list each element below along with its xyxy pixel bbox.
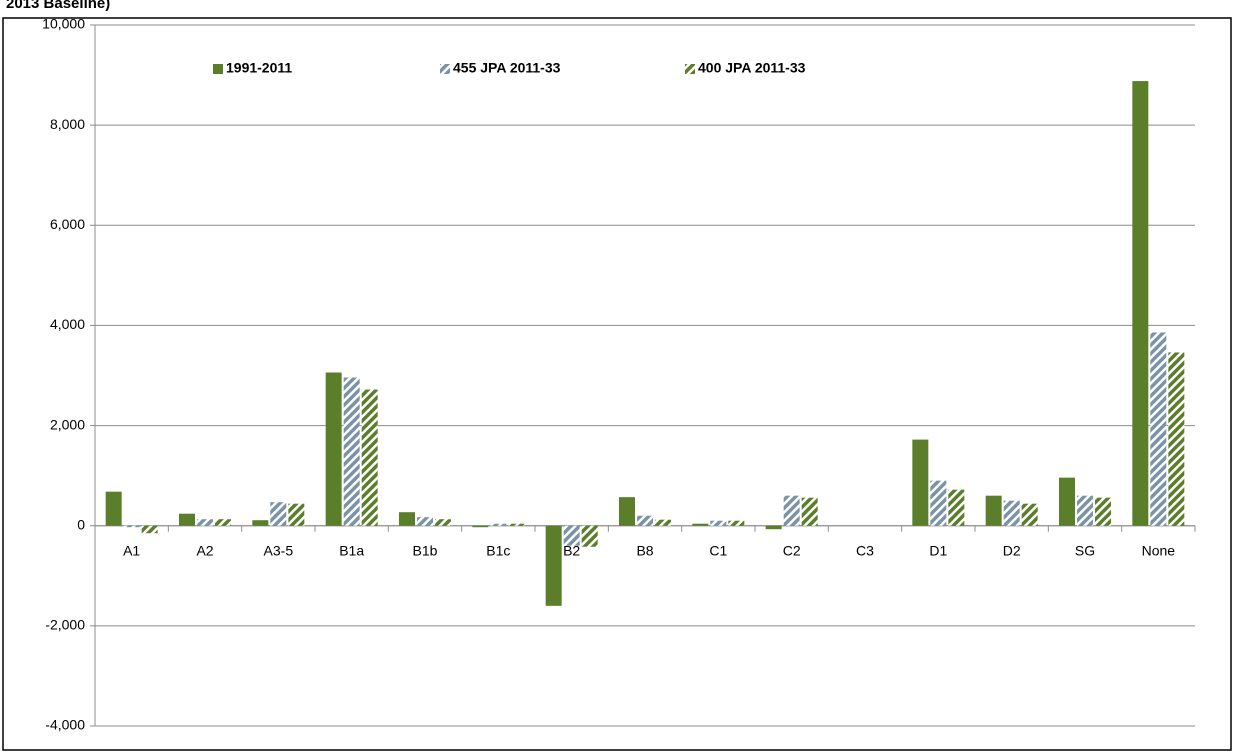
- bar: [801, 497, 818, 526]
- x-tick-label: B8: [636, 542, 653, 558]
- bar: [637, 515, 653, 526]
- bar: [1059, 477, 1075, 526]
- bar: [1095, 497, 1111, 526]
- bar: [655, 519, 671, 526]
- y-tick-label: -4,000: [45, 717, 85, 733]
- bar: [1021, 503, 1038, 526]
- legend-label: 455 JPA 2011-33: [453, 60, 561, 76]
- x-tick-label: A1: [123, 542, 140, 558]
- bar: [581, 525, 598, 547]
- bar: [1168, 352, 1185, 526]
- bar: [179, 513, 195, 526]
- bar: [472, 525, 489, 528]
- legend-label: 1991-2011: [226, 60, 292, 76]
- bar: [1150, 332, 1167, 526]
- x-tick-label: C2: [783, 542, 801, 558]
- y-tick-label: 0: [77, 516, 85, 532]
- x-tick-label: B1c: [486, 542, 510, 558]
- bar: [563, 525, 580, 546]
- bar: [288, 503, 305, 526]
- bar: [361, 389, 378, 526]
- bar: [215, 519, 231, 526]
- x-tick-label: B2: [563, 542, 580, 558]
- bar: [197, 519, 213, 526]
- x-tick-label: A2: [196, 542, 213, 558]
- y-tick-label: -2,000: [45, 617, 85, 633]
- y-tick-label: 2,000: [50, 416, 85, 432]
- x-tick-label: B1a: [339, 542, 364, 558]
- bar: [545, 525, 562, 606]
- bar: [105, 491, 122, 526]
- bar: [1132, 81, 1149, 526]
- legend-swatch: [213, 64, 223, 74]
- y-tick-label: 4,000: [50, 316, 85, 332]
- bar: [141, 525, 158, 534]
- bar: [985, 495, 1002, 526]
- bar: [765, 525, 782, 530]
- x-tick-label: A3-5: [264, 542, 294, 558]
- legend-label: 400 JPA 2011-33: [698, 60, 806, 76]
- bar: [912, 439, 929, 526]
- bar: [783, 495, 800, 526]
- bar: [325, 372, 342, 526]
- x-tick-label: SG: [1075, 542, 1095, 558]
- bar: [948, 489, 965, 526]
- bar: [417, 517, 433, 526]
- bar: [692, 523, 709, 526]
- legend-swatch: [685, 64, 695, 74]
- x-tick-label: C3: [856, 542, 874, 558]
- bar: [508, 523, 525, 526]
- y-tick-label: 8,000: [50, 116, 85, 132]
- bar: [123, 525, 140, 528]
- x-tick-label: None: [1142, 542, 1176, 558]
- y-tick-label: 10,000: [42, 16, 85, 32]
- bar: [930, 480, 947, 526]
- bar: [1003, 500, 1020, 526]
- x-tick-label: D1: [929, 542, 947, 558]
- bar: [270, 502, 287, 526]
- bar: [728, 520, 745, 526]
- bar: [619, 497, 635, 526]
- bar: [1077, 495, 1093, 526]
- x-tick-label: C1: [709, 542, 727, 558]
- y-tick-label: 6,000: [50, 216, 85, 232]
- x-tick-label: B1b: [413, 542, 438, 558]
- bar: [435, 519, 451, 526]
- bar: [343, 377, 360, 526]
- frame: [2, 17, 1232, 751]
- legend-swatch: [440, 64, 450, 74]
- bar: [399, 512, 415, 526]
- bar: [710, 520, 727, 526]
- bar: [490, 523, 507, 526]
- x-tick-label: D2: [1003, 542, 1021, 558]
- bar: [252, 520, 269, 526]
- chart-title: 2013 Baseline): [6, 0, 110, 12]
